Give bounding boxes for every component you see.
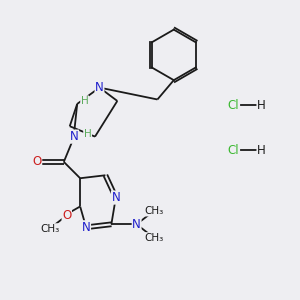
Text: H: H (84, 129, 92, 139)
Text: Cl: Cl (227, 143, 239, 157)
Text: H: H (257, 99, 266, 112)
Text: CH₃: CH₃ (145, 233, 164, 243)
Text: N: N (82, 221, 91, 234)
Text: H: H (81, 96, 88, 106)
Text: O: O (62, 209, 71, 222)
Text: Cl: Cl (227, 99, 239, 112)
Text: O: O (32, 155, 42, 168)
Text: N: N (111, 191, 120, 204)
Text: H: H (257, 143, 266, 157)
Text: CH₃: CH₃ (145, 206, 164, 216)
Text: CH₃: CH₃ (41, 224, 60, 234)
Text: N: N (95, 81, 104, 94)
Text: N: N (132, 218, 141, 231)
Text: N: N (70, 130, 79, 143)
